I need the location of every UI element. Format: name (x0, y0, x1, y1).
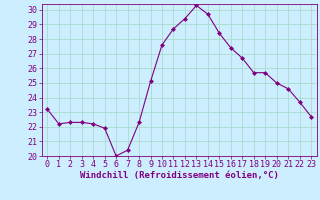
X-axis label: Windchill (Refroidissement éolien,°C): Windchill (Refroidissement éolien,°C) (80, 171, 279, 180)
